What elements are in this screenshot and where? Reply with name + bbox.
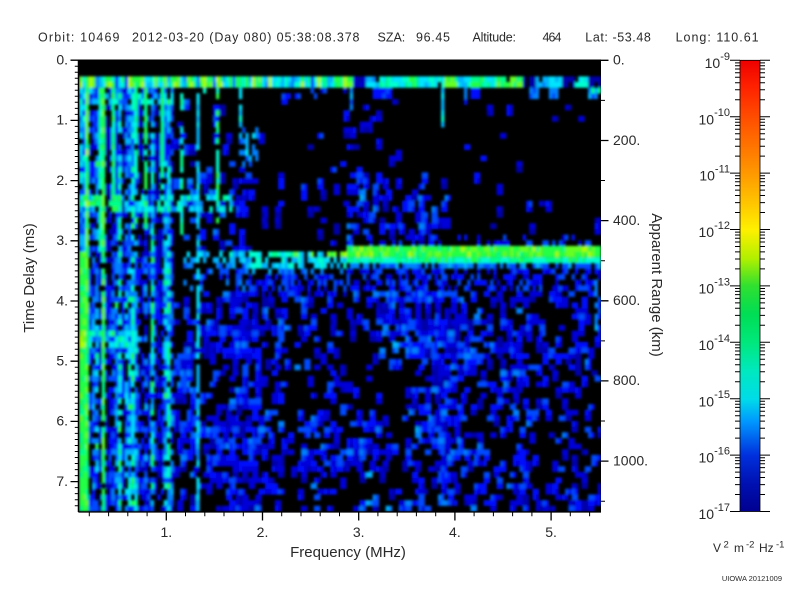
svg-text:400.: 400. xyxy=(613,212,640,228)
svg-text:96.45: 96.45 xyxy=(416,31,450,45)
svg-text:200.: 200. xyxy=(613,132,640,148)
svg-text:Hz: Hz xyxy=(759,541,774,555)
svg-text:7.: 7. xyxy=(56,473,68,489)
svg-text:600.: 600. xyxy=(613,292,640,308)
svg-text:-2: -2 xyxy=(746,540,754,551)
svg-text:5.: 5. xyxy=(56,353,68,369)
svg-text:0.: 0. xyxy=(56,52,68,68)
svg-text:4.: 4. xyxy=(449,524,461,540)
svg-text:m: m xyxy=(734,541,744,555)
svg-text:V: V xyxy=(713,541,721,555)
svg-text:3.: 3. xyxy=(56,232,68,248)
svg-text:Frequency (MHz): Frequency (MHz) xyxy=(290,544,406,561)
svg-text:Altitude:: Altitude: xyxy=(473,31,517,45)
svg-text:6.: 6. xyxy=(56,413,68,429)
svg-text:0.: 0. xyxy=(613,52,625,68)
svg-text:800.: 800. xyxy=(613,372,640,388)
svg-text:-1: -1 xyxy=(776,540,784,551)
svg-text:4.: 4. xyxy=(56,292,68,308)
svg-text:Lat: -53.48: Lat: -53.48 xyxy=(585,31,651,45)
svg-text:2.: 2. xyxy=(56,172,68,188)
svg-text:5.: 5. xyxy=(545,524,557,540)
svg-text:1000.: 1000. xyxy=(613,452,648,468)
svg-text:UIOWA 20121009: UIOWA 20121009 xyxy=(722,574,782,583)
svg-text:Orbit: 10469: Orbit: 10469 xyxy=(38,31,120,45)
svg-text:464: 464 xyxy=(543,31,562,45)
svg-text:2012-03-20 (Day 080) 05:38:08.: 2012-03-20 (Day 080) 05:38:08.378 xyxy=(132,31,360,45)
svg-text:Long: 110.61: Long: 110.61 xyxy=(676,31,759,45)
svg-text:Apparent Range (km): Apparent Range (km) xyxy=(648,213,665,356)
svg-text:SZA:: SZA: xyxy=(378,31,406,45)
svg-text:3.: 3. xyxy=(353,524,365,540)
svg-text:1.: 1. xyxy=(160,524,172,540)
svg-text:2.: 2. xyxy=(257,524,269,540)
svg-text:Time Delay (ms): Time Delay (ms) xyxy=(21,223,38,332)
svg-text:2: 2 xyxy=(724,540,729,551)
svg-text:1.: 1. xyxy=(56,112,68,128)
